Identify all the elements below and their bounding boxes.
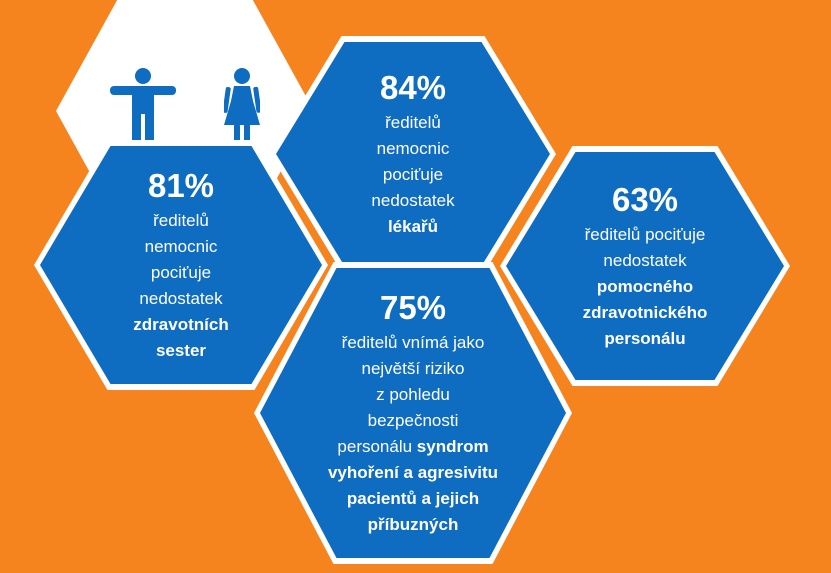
stat-highlight: vyhoření a agresivitu (327, 463, 499, 482)
stat-percent: 84% (379, 69, 447, 106)
stat-highlight: personálu (604, 329, 686, 348)
stat-line: ředitelů pociťuje (584, 225, 706, 244)
stat-highlight: pacientů a jejich (346, 489, 480, 508)
stat-highlight: syndrom (416, 437, 489, 456)
stat-line: nemocnic (144, 237, 218, 256)
male-person-icon (110, 68, 176, 145)
stat-percent: 63% (611, 181, 679, 218)
stat-line: nedostatek (603, 251, 687, 270)
stat-hexagon-75-inner: 75% ředitelů vnímá jako největší riziko … (260, 268, 566, 558)
stat-line: z pohledu (376, 385, 450, 404)
stat-hexagon-63-inner: 63% ředitelů pociťuje nedostatek pomocné… (506, 152, 784, 380)
stat-line: pociťuje (150, 263, 212, 282)
gender-icons (110, 67, 260, 145)
stat-percent: 81% (147, 167, 215, 204)
stat-line: ředitelů (385, 113, 441, 132)
stat-line: ředitelů vnímá jako (341, 333, 485, 352)
stat-line: bezpečnosti (367, 411, 459, 430)
stat-highlight: zdravotních (133, 315, 229, 334)
stat-hexagon-75: 75% ředitelů vnímá jako největší riziko … (254, 262, 572, 564)
stat-hexagon-84: 84% ředitelů nemocnic pociťuje nedostate… (270, 36, 556, 272)
stat-line-prefix: personálu (337, 437, 417, 456)
stat-hexagon-84-inner: 84% ředitelů nemocnic pociťuje nedostate… (276, 42, 550, 266)
stat-highlight: zdravotnického (582, 303, 708, 322)
stat-percent: 75% (379, 289, 447, 326)
stat-line: nemocnic (376, 139, 450, 158)
stat-line: pociťuje (382, 165, 444, 184)
stat-hexagon-81-inner: 81% ředitelů nemocnic pociťuje nedostate… (40, 146, 322, 384)
stat-highlight: příbuzných (367, 515, 459, 534)
stat-hexagon-81: 81% ředitelů nemocnic pociťuje nedostate… (34, 140, 328, 390)
stat-highlight: lékařů (387, 217, 439, 236)
stat-mixed-line: personálu syndrom (337, 434, 488, 460)
stat-line: největší riziko (361, 359, 465, 378)
icons-hexagon (56, 0, 314, 228)
stat-highlight: pomocného (596, 277, 694, 296)
female-person-icon (224, 68, 260, 145)
stat-line: nedostatek (139, 289, 223, 308)
stat-highlight: sester (155, 341, 207, 360)
stat-line: ředitelů (153, 211, 209, 230)
stat-line: nedostatek (371, 191, 455, 210)
stat-hexagon-63: 63% ředitelů pociťuje nedostatek pomocné… (500, 146, 790, 386)
